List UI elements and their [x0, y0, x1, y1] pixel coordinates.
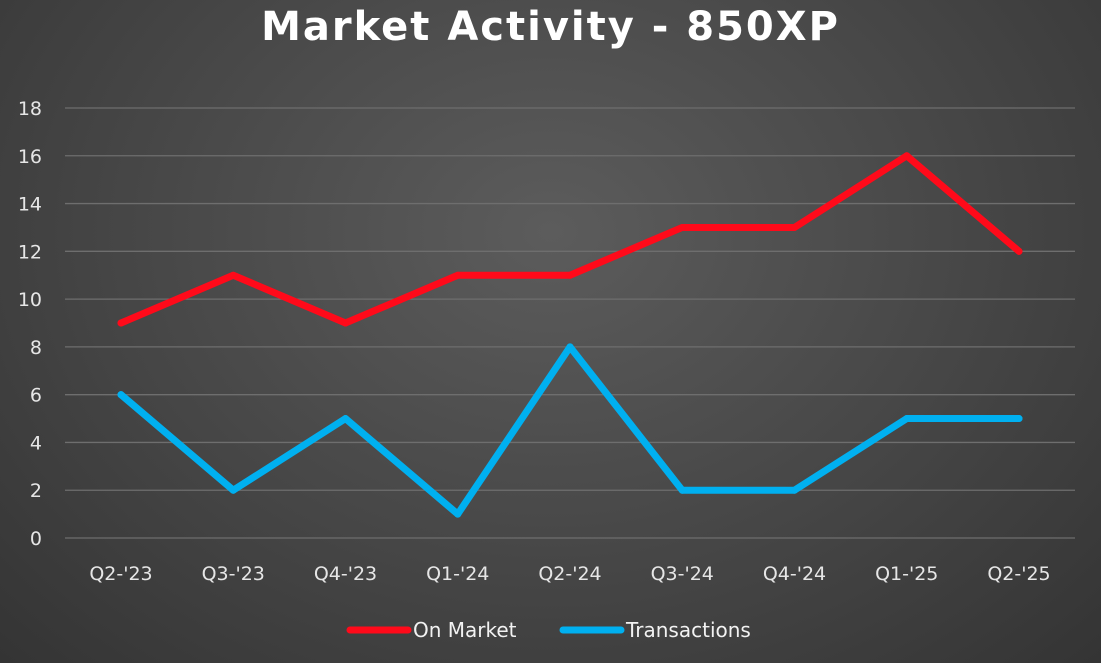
chart-title: Market Activity - 850XP	[261, 4, 840, 50]
x-tick-label: Q4-'23	[314, 563, 377, 585]
y-tick-label: 2	[30, 480, 42, 502]
data-point	[454, 510, 462, 518]
x-axis-tick-labels: Q2-'23 Q3-'23 Q4-'23 Q1-'24 Q2-'24 Q3-'24 Q4-'…	[89, 563, 1050, 585]
data-point	[342, 319, 349, 327]
series-line-transactions	[117, 343, 1023, 518]
y-tick-label: 12	[18, 241, 42, 263]
y-tick-label: 4	[30, 432, 42, 454]
y-tick-label: 10	[18, 289, 42, 311]
x-tick-label: Q4-'24	[763, 563, 826, 585]
y-tick-label: 0	[30, 528, 42, 550]
series-line-on-market	[117, 152, 1023, 327]
x-tick-label: Q2-'25	[987, 563, 1050, 585]
legend-label: Transactions	[625, 618, 751, 642]
data-series	[117, 152, 1023, 518]
data-point	[1015, 415, 1023, 423]
data-point	[229, 486, 237, 494]
y-tick-label: 8	[30, 337, 42, 359]
data-point	[678, 486, 686, 494]
data-point	[903, 415, 911, 423]
data-point	[342, 415, 349, 423]
x-tick-label: Q1-'25	[875, 563, 938, 585]
y-tick-label: 6	[30, 385, 42, 407]
data-point	[903, 152, 911, 160]
gridlines	[65, 107, 1075, 539]
legend: On Market Transactions	[346, 618, 751, 642]
data-point	[229, 271, 237, 279]
y-tick-label: 14	[18, 194, 42, 216]
x-tick-label: Q2-'24	[538, 563, 601, 585]
data-point	[1015, 247, 1023, 255]
data-point	[454, 271, 462, 279]
legend-label: On Market	[413, 618, 517, 642]
x-tick-label: Q3-'24	[651, 563, 714, 585]
x-tick-label: Q3-'23	[202, 563, 265, 585]
data-point	[678, 223, 686, 231]
y-tick-label: 18	[18, 98, 42, 120]
data-point	[791, 486, 798, 494]
y-axis-tick-labels: 0 2 4 6 8 10 12 14 16 18	[18, 98, 42, 550]
x-tick-label: Q2-'23	[89, 563, 152, 585]
data-point	[117, 319, 125, 327]
data-point	[117, 391, 125, 399]
x-tick-label: Q1-'24	[426, 563, 489, 585]
y-tick-label: 16	[18, 146, 42, 168]
data-point	[566, 271, 574, 279]
data-point	[566, 343, 574, 351]
data-point	[791, 223, 798, 231]
